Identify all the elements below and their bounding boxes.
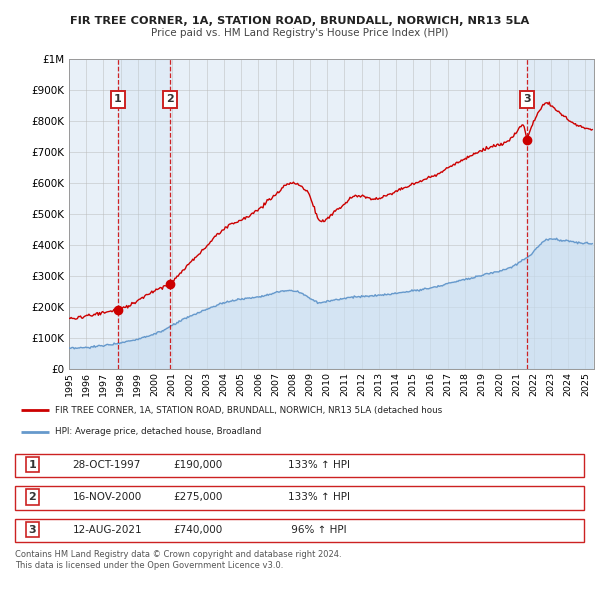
Text: HPI: Average price, detached house, Broadland: HPI: Average price, detached house, Broa… (55, 428, 262, 437)
Text: 3: 3 (28, 525, 36, 535)
Text: 2: 2 (28, 492, 36, 502)
Text: 133% ↑ HPI: 133% ↑ HPI (289, 460, 350, 470)
Text: 12-AUG-2021: 12-AUG-2021 (73, 525, 142, 535)
FancyBboxPatch shape (15, 486, 584, 510)
Text: Price paid vs. HM Land Registry's House Price Index (HPI): Price paid vs. HM Land Registry's House … (151, 28, 449, 38)
Text: Contains HM Land Registry data © Crown copyright and database right 2024.: Contains HM Land Registry data © Crown c… (15, 550, 341, 559)
Text: £740,000: £740,000 (173, 525, 223, 535)
Text: This data is licensed under the Open Government Licence v3.0.: This data is licensed under the Open Gov… (15, 560, 283, 569)
Text: 1: 1 (28, 460, 36, 470)
Text: FIR TREE CORNER, 1A, STATION ROAD, BRUNDALL, NORWICH, NR13 5LA: FIR TREE CORNER, 1A, STATION ROAD, BRUND… (70, 16, 530, 26)
Bar (527, 59, 594, 369)
Text: 2: 2 (166, 94, 174, 104)
Text: 133% ↑ HPI: 133% ↑ HPI (289, 492, 350, 502)
FancyBboxPatch shape (15, 519, 584, 542)
Text: 28-OCT-1997: 28-OCT-1997 (73, 460, 141, 470)
FancyBboxPatch shape (15, 454, 584, 477)
Text: 96% ↑ HPI: 96% ↑ HPI (289, 525, 347, 535)
Text: 16-NOV-2000: 16-NOV-2000 (73, 492, 142, 502)
Text: £275,000: £275,000 (173, 492, 223, 502)
Bar (118, 59, 170, 369)
Text: 3: 3 (523, 94, 531, 104)
Text: 1: 1 (114, 94, 122, 104)
Text: £190,000: £190,000 (173, 460, 223, 470)
Text: FIR TREE CORNER, 1A, STATION ROAD, BRUNDALL, NORWICH, NR13 5LA (detached hous: FIR TREE CORNER, 1A, STATION ROAD, BRUND… (55, 406, 442, 415)
